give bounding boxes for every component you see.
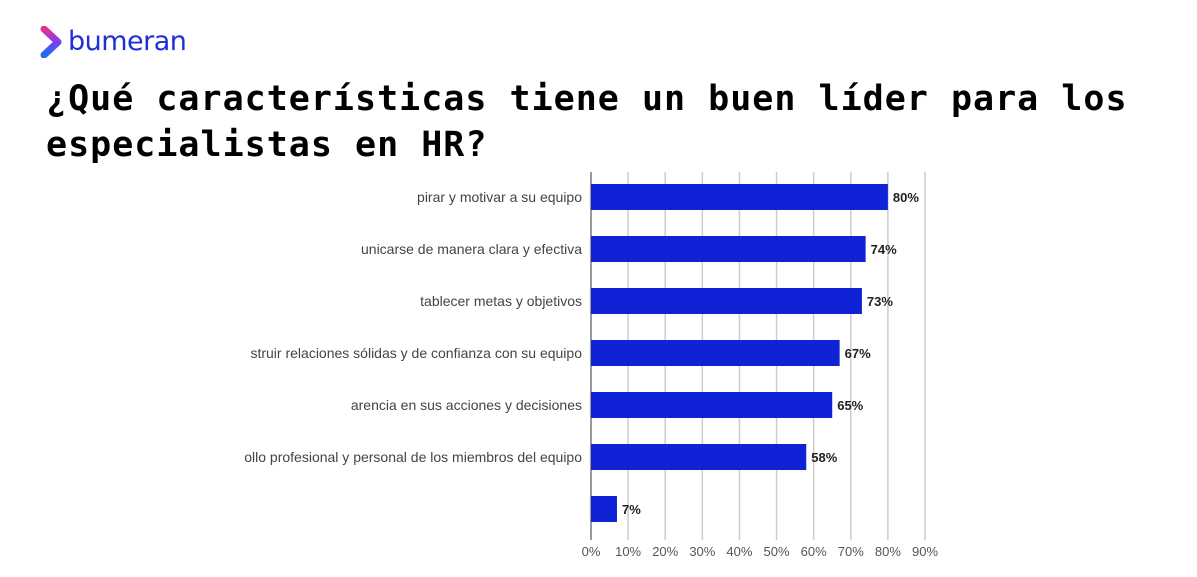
bumeran-logo: bumeran — [40, 26, 187, 58]
data-label: 80% — [893, 190, 919, 205]
x-tick-label: 60% — [801, 544, 827, 559]
x-tick-label: 20% — [652, 544, 678, 559]
data-label: 58% — [811, 450, 837, 465]
chevron-logo-icon — [40, 26, 62, 58]
data-label: 67% — [845, 346, 871, 361]
bar — [591, 236, 866, 262]
brand-name: bumeran — [68, 26, 187, 57]
x-tick-label: 80% — [875, 544, 901, 559]
category-label: ollo profesional y personal de los miemb… — [244, 449, 582, 465]
title-line-1: ¿Qué características tiene un buen líder… — [46, 79, 1128, 119]
x-tick-label: 0% — [582, 544, 601, 559]
page-title: ¿Qué características tiene un buen líder… — [46, 76, 1128, 168]
x-tick-label: 90% — [912, 544, 938, 559]
data-label: 73% — [867, 294, 893, 309]
bar — [591, 340, 840, 366]
bar — [591, 288, 862, 314]
bar — [591, 496, 617, 522]
x-tick-label: 70% — [838, 544, 864, 559]
data-label: 74% — [871, 242, 897, 257]
x-tick-label: 40% — [726, 544, 752, 559]
category-label: unicarse de manera clara y efectiva — [361, 241, 582, 257]
bar — [591, 184, 888, 210]
category-label: tablecer metas y objetivos — [420, 293, 582, 309]
x-tick-label: 10% — [615, 544, 641, 559]
bar — [591, 392, 833, 418]
x-tick-label: 50% — [764, 544, 790, 559]
category-label: pirar y motivar a su equipo — [417, 189, 582, 205]
x-tick-label: 30% — [689, 544, 715, 559]
bar — [591, 444, 807, 470]
category-label: struir relaciones sólidas y de confianza… — [250, 345, 582, 361]
title-line-2: especialistas en HR? — [46, 125, 488, 165]
data-label: 65% — [837, 398, 863, 413]
category-labels: pirar y motivar a su equipo unicarse de m… — [244, 189, 582, 465]
category-label: arencia en sus acciones y decisiones — [351, 397, 582, 413]
data-label: 7% — [622, 502, 641, 517]
